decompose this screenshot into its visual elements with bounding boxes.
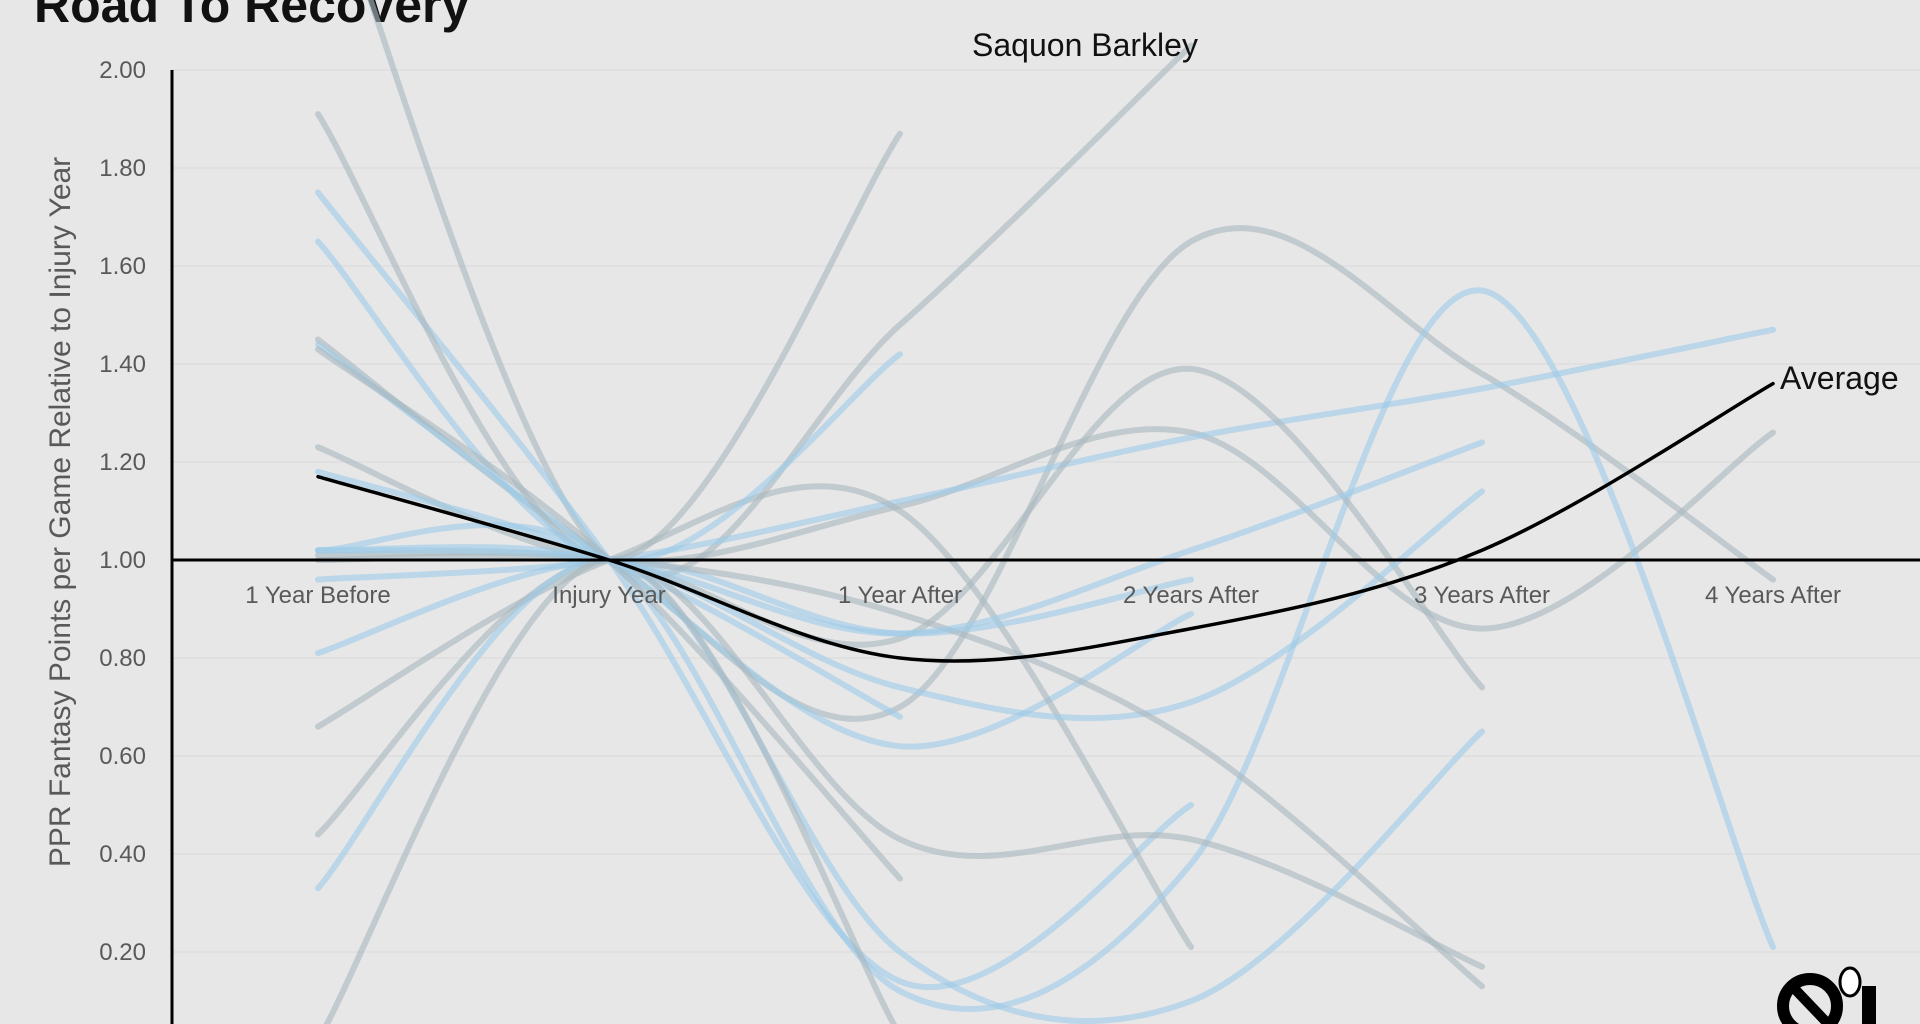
logo-icon [1777,966,1876,1024]
player-line [315,189,1194,991]
y-tick-label: 0.80 [99,645,146,672]
annotation-saquon-barkley: Saquon Barkley [972,27,1198,63]
y-tick-label: 1.00 [99,547,146,574]
y-axis-label: PPR Fantasy Points per Game Relative to … [44,157,77,867]
x-tick-label: Injury Year [552,582,665,609]
y-tick-label: 0.40 [99,841,146,868]
x-tick-label: 3 Years After [1414,582,1550,609]
player-line [315,556,1485,970]
y-tick-label: 2.00 [99,57,146,84]
y-tick-label: 1.60 [99,253,146,280]
y-tick-label: 1.40 [99,351,146,378]
player-line [315,488,1485,722]
player-line [315,287,1776,1013]
player-line [315,439,1485,637]
grid-lines [172,69,1920,953]
average-line [316,381,1775,663]
y-tick-labels: 2.00 1.80 1.60 1.40 1.20 1.00 0.80 0.60 0.40 0.20 [99,57,146,966]
player-line [315,556,1194,657]
x-tick-label: 1 Year Before [245,582,390,609]
player-line [315,225,1776,722]
player-line [315,556,1485,1024]
x-tick-labels: 1 Year Before Injury Year 1 Year After 2 Ye… [245,582,1841,609]
y-tick-label: 0.60 [99,743,146,770]
y-tick-label: 1.80 [99,155,146,182]
player-line [315,483,1194,951]
x-tick-label: 2 Years After [1123,582,1259,609]
x-tick-label: 4 Years After [1705,582,1841,609]
player-line [323,556,897,1024]
series-lines [315,0,1776,1024]
x-tick-label: 1 Year After [838,582,962,609]
annotation-average: Average [1780,360,1899,396]
y-tick-label: 0.20 [99,939,146,966]
chart-title: Road To Recovery [34,0,469,33]
player-line [315,553,1485,990]
axes [170,70,1920,1024]
y-tick-label: 1.20 [99,449,146,476]
